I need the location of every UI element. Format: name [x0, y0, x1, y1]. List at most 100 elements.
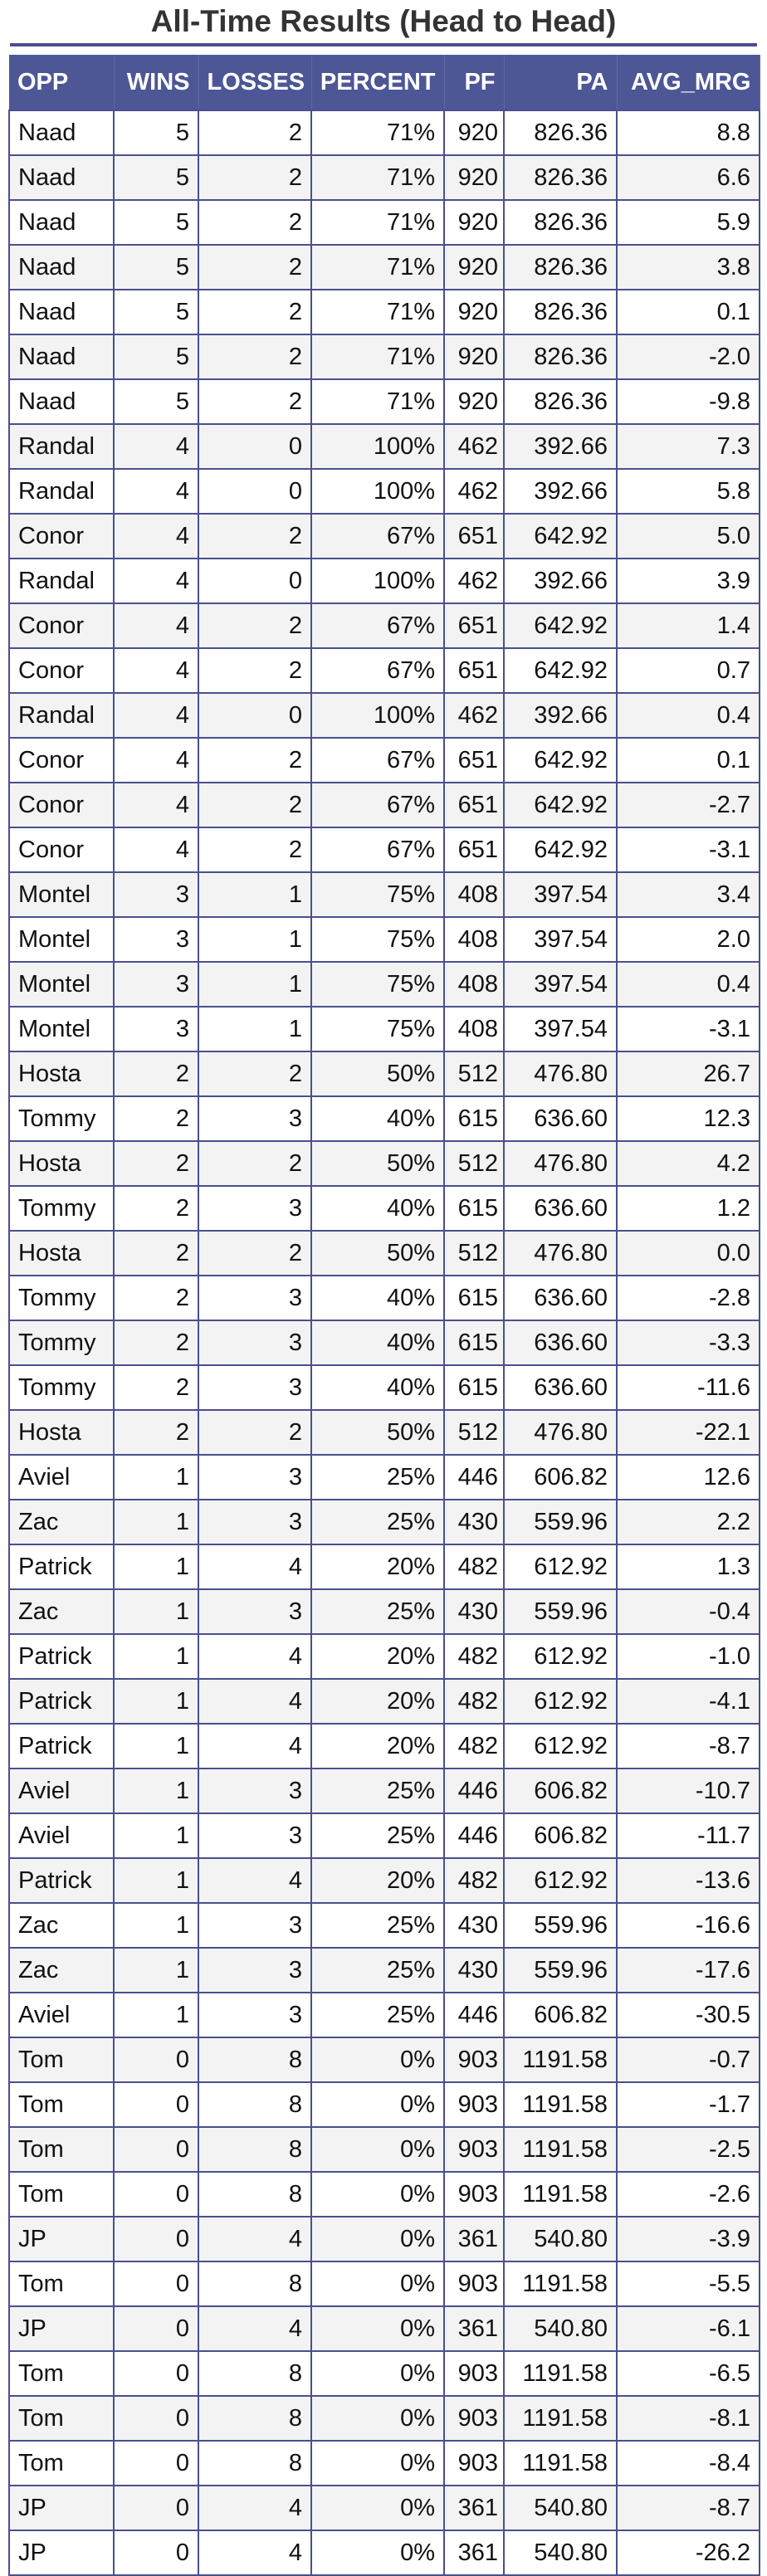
avg-mrg-cell: -11.7: [616, 1812, 760, 1859]
opp-cell: Randal: [8, 423, 115, 470]
table-row: Tommy 2 3 40% 615 636.60 -3.3: [8, 1320, 760, 1366]
wins-cell: 1: [113, 1768, 199, 1814]
losses-cell: 2: [198, 1140, 312, 1187]
wins-cell: 2: [113, 1185, 199, 1232]
wins-cell: 0: [113, 2037, 199, 2083]
wins-cell: 2: [113, 1095, 199, 1142]
losses-cell: 0: [198, 558, 312, 604]
pa-cell: 397.54: [503, 871, 618, 918]
wins-cell: 1: [113, 1947, 199, 1993]
table-row: Zac 1 3 25% 430 559.96 -16.6: [8, 1902, 760, 1949]
pa-cell: 559.96: [503, 1902, 618, 1949]
wins-cell: 0: [113, 2530, 199, 2576]
avg-mrg-cell: -17.6: [616, 1947, 760, 1993]
avg-mrg-cell: 2.2: [616, 1499, 760, 1545]
opp-cell: Randal: [8, 692, 115, 739]
percent-cell: 25%: [310, 1454, 445, 1500]
pf-cell: 430: [443, 1902, 505, 1949]
wins-cell: 2: [113, 1364, 199, 1411]
percent-cell: 50%: [310, 1140, 445, 1187]
losses-cell: 2: [198, 110, 312, 156]
avg-mrg-cell: -3.3: [616, 1320, 760, 1366]
pa-cell: 1191.58: [503, 2350, 618, 2397]
wins-cell: 5: [113, 334, 199, 380]
pa-cell: 1191.58: [503, 2171, 618, 2217]
pf-cell: 920: [443, 199, 505, 246]
percent-cell: 40%: [310, 1095, 445, 1142]
pa-cell: 476.80: [503, 1140, 618, 1187]
pa-cell: 612.92: [503, 1633, 618, 1680]
table-row: Tom 0 8 0% 903 1191.58 -1.7: [8, 2081, 760, 2128]
losses-cell: 2: [198, 334, 312, 380]
pa-cell: 559.96: [503, 1947, 618, 1993]
table-row: Conor 4 2 67% 651 642.92 -3.1: [8, 827, 760, 873]
pf-cell: 408: [443, 916, 505, 963]
pf-cell: 408: [443, 961, 505, 1007]
percent-cell: 0%: [310, 2305, 445, 2352]
pf-cell: 462: [443, 692, 505, 739]
opp-cell: Tom: [8, 2395, 115, 2442]
avg-mrg-cell: 5.8: [616, 468, 760, 515]
percent-cell: 100%: [310, 558, 445, 604]
avg-mrg-cell: -8.7: [616, 2485, 760, 2531]
wins-cell: 1: [113, 1902, 199, 1949]
table-row: Naad 5 2 71% 920 826.36 3.8: [8, 244, 760, 290]
pa-cell: 559.96: [503, 1499, 618, 1545]
avg-mrg-cell: -11.6: [616, 1364, 760, 1411]
pa-cell: 540.80: [503, 2530, 618, 2576]
results-page: All-Time Results (Head to Head) OPP WINS…: [8, 4, 760, 2576]
losses-cell: 2: [198, 1409, 312, 1456]
opp-cell: Conor: [8, 782, 115, 828]
losses-cell: 4: [198, 1633, 312, 1680]
opp-cell: JP: [8, 2216, 115, 2262]
wins-cell: 1: [113, 1723, 199, 1769]
wins-cell: 1: [113, 1633, 199, 1680]
losses-cell: 4: [198, 1723, 312, 1769]
opp-cell: Naad: [8, 154, 115, 201]
pa-cell: 642.92: [503, 513, 618, 559]
column-header-avg-mrg: AVG_MRG: [617, 55, 760, 110]
pf-cell: 482: [443, 1544, 505, 1590]
wins-cell: 1: [113, 1992, 199, 2038]
losses-cell: 3: [198, 1364, 312, 1411]
losses-cell: 2: [198, 154, 312, 201]
opp-cell: Patrick: [8, 1633, 115, 1680]
opp-cell: Tommy: [8, 1095, 115, 1142]
avg-mrg-cell: -0.7: [616, 2037, 760, 2083]
wins-cell: 1: [113, 1857, 199, 1904]
pa-cell: 540.80: [503, 2216, 618, 2262]
avg-mrg-cell: -2.5: [616, 2126, 760, 2173]
pf-cell: 615: [443, 1364, 505, 1411]
losses-cell: 8: [198, 2395, 312, 2442]
losses-cell: 8: [198, 2171, 312, 2217]
avg-mrg-cell: 0.1: [616, 289, 760, 335]
avg-mrg-cell: 3.8: [616, 244, 760, 290]
losses-cell: 2: [198, 603, 312, 649]
wins-cell: 0: [113, 2261, 199, 2307]
avg-mrg-cell: -8.7: [616, 1723, 760, 1769]
percent-cell: 0%: [310, 2171, 445, 2217]
table-row: Tom 0 8 0% 903 1191.58 -8.4: [8, 2440, 760, 2486]
avg-mrg-cell: -3.1: [616, 827, 760, 873]
percent-cell: 0%: [310, 2216, 445, 2262]
losses-cell: 2: [198, 1230, 312, 1276]
pf-cell: 615: [443, 1275, 505, 1321]
opp-cell: Aviel: [8, 1768, 115, 1814]
losses-cell: 8: [198, 2126, 312, 2173]
wins-cell: 0: [113, 2440, 199, 2486]
wins-cell: 1: [113, 1499, 199, 1545]
wins-cell: 1: [113, 1812, 199, 1859]
pf-cell: 462: [443, 423, 505, 470]
percent-cell: 40%: [310, 1185, 445, 1232]
avg-mrg-cell: 0.4: [616, 692, 760, 739]
pf-cell: 903: [443, 2261, 505, 2307]
avg-mrg-cell: -6.5: [616, 2350, 760, 2397]
percent-cell: 0%: [310, 2485, 445, 2531]
wins-cell: 0: [113, 2126, 199, 2173]
avg-mrg-cell: 12.3: [616, 1095, 760, 1142]
pf-cell: 512: [443, 1051, 505, 1097]
table-row: Aviel 1 3 25% 446 606.82 -30.5: [8, 1992, 760, 2038]
percent-cell: 40%: [310, 1275, 445, 1321]
avg-mrg-cell: 12.6: [616, 1454, 760, 1500]
losses-cell: 1: [198, 961, 312, 1007]
